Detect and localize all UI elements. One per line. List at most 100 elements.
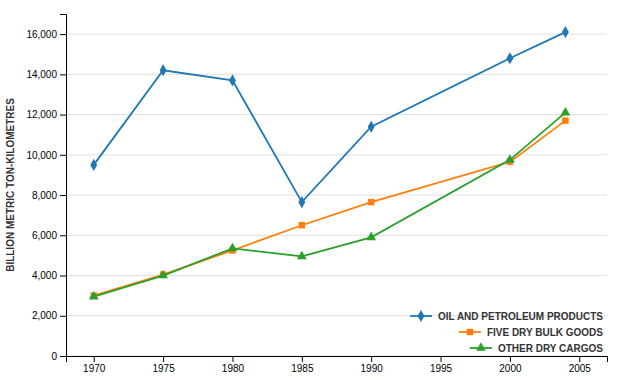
tick-mark: [60, 235, 66, 236]
axis-line: [60, 15, 67, 357]
tick: 1980: [222, 356, 245, 374]
tick: 8,000: [32, 190, 66, 201]
marker: [506, 52, 513, 64]
grid-line: [66, 114, 607, 115]
tick-mark: [60, 155, 66, 156]
tick: 12,000: [26, 109, 66, 120]
marker: [298, 196, 305, 208]
tick-mark: [510, 356, 511, 362]
legend-item: OIL AND PETROLEUM PRODUCTS: [410, 310, 603, 322]
marker: [90, 159, 97, 171]
legend-label: OIL AND PETROLEUM PRODUCTS: [438, 311, 603, 322]
tick-mark: [371, 356, 372, 362]
grid: [66, 34, 607, 356]
tick-label: 2000: [499, 363, 522, 374]
marker: [368, 199, 374, 205]
marker: [562, 26, 569, 38]
tick-mark: [94, 356, 95, 362]
series: [90, 26, 569, 208]
grid-line: [66, 34, 607, 35]
series: [89, 107, 570, 300]
series: [91, 117, 569, 299]
grid-line: [66, 154, 607, 155]
tick-label: 2005: [569, 363, 592, 374]
x-axis: 1970 1975 1980 1985 1990 1995 2000 2005: [67, 356, 608, 374]
tick-label: 6,000: [32, 230, 57, 241]
grid-line: [66, 195, 607, 196]
legend-item: FIVE DRY BULK GOODS: [459, 327, 603, 338]
tick-label: 16,000: [26, 29, 57, 40]
tick-mark: [60, 195, 66, 196]
tick-mark: [441, 356, 442, 362]
tick: 2000: [499, 356, 522, 374]
tick-mark: [60, 316, 66, 317]
tick: 4,000: [32, 270, 66, 281]
tick-mark: [60, 115, 66, 116]
series-group: [89, 26, 570, 299]
tick-label: 1985: [291, 363, 314, 374]
tick-label: 1970: [83, 363, 106, 374]
legend-label: OTHER DRY CARGOS: [498, 343, 603, 354]
axis-line: [67, 357, 608, 363]
line: [94, 113, 566, 297]
tick: 10,000: [26, 150, 66, 161]
tick-label: 10,000: [26, 150, 57, 161]
tick-label: 1975: [152, 363, 175, 374]
marker: [297, 251, 307, 260]
tick-label: 12,000: [26, 109, 57, 120]
line: [94, 32, 566, 202]
tick: 1990: [361, 356, 384, 374]
tick-mark: [302, 356, 303, 362]
y-axis: 0 2,000 4,000 6,000 8,000 10,000 12,000 14,000 1…: [26, 15, 66, 362]
grid-line: [66, 74, 607, 75]
tick: 1995: [430, 356, 453, 374]
legend-marker: [467, 329, 473, 335]
tick-label: 1995: [430, 363, 453, 374]
legend: OIL AND PETROLEUM PRODUCTS FIVE DRY BULK …: [410, 310, 603, 354]
tick-mark: [60, 356, 66, 357]
tick-mark: [60, 74, 66, 75]
tick-label: 0: [51, 351, 57, 362]
tick-label: 14,000: [26, 69, 57, 80]
marker: [368, 121, 375, 133]
tick-mark: [60, 276, 66, 277]
grid-line: [66, 275, 607, 276]
tick: 14,000: [26, 69, 66, 80]
y-axis-title: BILLION METRIC TON-KILOMETRES: [5, 98, 16, 272]
tick: 16,000: [26, 29, 66, 40]
tick-label: 8,000: [32, 190, 57, 201]
marker: [562, 117, 568, 123]
legend-item: OTHER DRY CARGOS: [470, 342, 603, 353]
grid-line: [66, 235, 607, 236]
marker: [366, 232, 376, 241]
tick-label: 4,000: [32, 270, 57, 281]
tick-label: 1980: [222, 363, 245, 374]
tick: 0: [51, 351, 66, 362]
line: [94, 121, 566, 296]
legend-marker: [418, 310, 425, 322]
tick: 2005: [569, 356, 592, 374]
chart: 1970 1975 1980 1985 1990 1995 2000 2005 0 2,000 4,…: [0, 0, 623, 384]
plot: 1970 1975 1980 1985 1990 1995 2000 2005 0 2,000 4,…: [26, 15, 607, 375]
legend-marker: [476, 342, 486, 351]
tick-label: 1990: [361, 363, 384, 374]
marker: [89, 291, 99, 300]
marker: [560, 107, 570, 116]
marker: [299, 222, 305, 228]
tick-mark: [579, 356, 580, 362]
tick-label: 2,000: [32, 310, 57, 321]
marker: [229, 74, 236, 86]
tick-mark: [60, 34, 66, 35]
marker: [228, 243, 238, 252]
tick: 6,000: [32, 230, 66, 241]
tick: 2,000: [32, 310, 66, 321]
tick: 1975: [152, 356, 175, 374]
tick-mark: [232, 356, 233, 362]
marker: [158, 270, 168, 279]
marker: [505, 154, 515, 163]
tick: 1985: [291, 356, 314, 374]
tick: 1970: [83, 356, 106, 374]
legend-label: FIVE DRY BULK GOODS: [487, 327, 603, 338]
marker: [160, 64, 167, 76]
tick-mark: [163, 356, 164, 362]
